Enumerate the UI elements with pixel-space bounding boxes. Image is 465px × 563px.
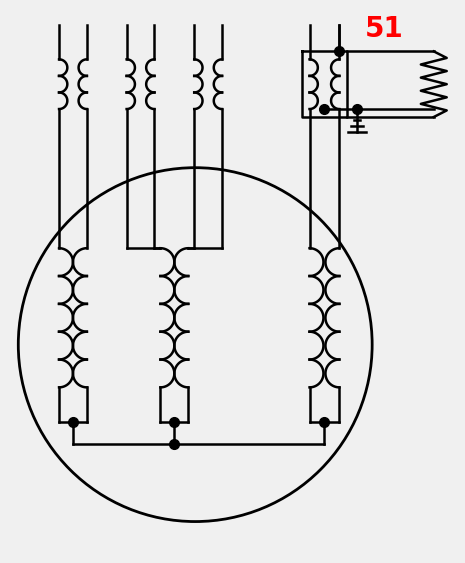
Text: 51: 51 — [365, 15, 404, 43]
